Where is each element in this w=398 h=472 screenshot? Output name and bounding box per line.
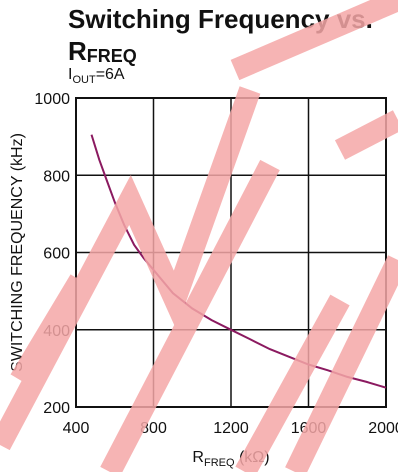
x-tick-label: 1200 xyxy=(213,420,249,437)
condition-subscript: OUT xyxy=(72,74,96,86)
title-line-2: RFREQ xyxy=(68,38,137,65)
series-layer xyxy=(90,134,387,389)
condition-value: =6A xyxy=(95,66,125,83)
test-condition: IOUT=6A xyxy=(68,66,125,86)
x-tick-label: 800 xyxy=(140,420,167,437)
y-tick-label: 800 xyxy=(43,168,70,185)
y-tick-labels: 200 400 600 800 1000 xyxy=(34,91,70,417)
series-line-0 xyxy=(90,134,387,389)
x-axis-label: RFREQ (kΩ) xyxy=(192,449,269,469)
title-r: R xyxy=(68,36,87,66)
x-tick-label: 2000 xyxy=(368,420,398,437)
title-subscript: FREQ xyxy=(86,46,137,66)
y-tick-label: 600 xyxy=(43,246,70,263)
condition-prefix: I xyxy=(68,66,73,83)
y-tick-label: 400 xyxy=(43,323,70,340)
x-axis-label-main: R xyxy=(192,449,204,466)
x-tick-labels: 400 800 1200 1600 2000 xyxy=(63,420,398,437)
x-tick-label: 400 xyxy=(63,420,90,437)
y-axis-label: SWITCHING FREQUENCY (kHz) xyxy=(9,133,26,372)
x-tick-label: 1600 xyxy=(291,420,327,437)
x-axis-label-sub: FREQ xyxy=(204,457,235,469)
grid xyxy=(75,97,387,408)
y-tick-label: 200 xyxy=(43,400,70,417)
y-tick-label: 1000 xyxy=(34,91,70,108)
x-axis-label-unit: (kΩ) xyxy=(235,449,270,466)
